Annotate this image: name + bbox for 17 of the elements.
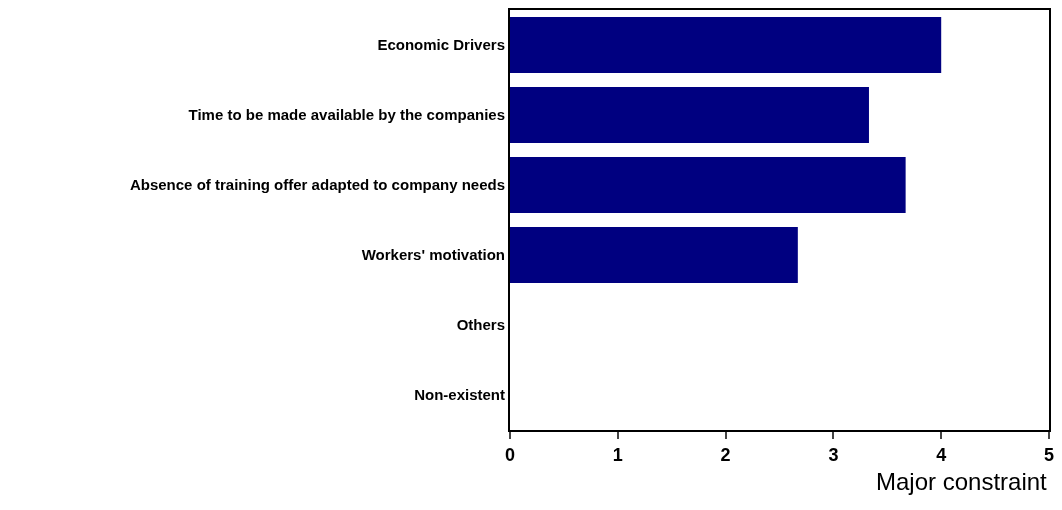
y-tick-label: Workers' motivation bbox=[361, 246, 505, 264]
bar bbox=[510, 17, 942, 73]
bar bbox=[510, 227, 798, 283]
x-tick-label: 3 bbox=[828, 444, 839, 465]
bar bbox=[510, 157, 906, 213]
x-tick-label: 1 bbox=[612, 444, 623, 465]
x-tick-label: 2 bbox=[720, 444, 731, 465]
y-tick-label: Others bbox=[456, 316, 505, 334]
y-tick-label: Non-existent bbox=[414, 386, 505, 404]
y-tick-label: Absence of training offer adapted to company needs bbox=[129, 176, 505, 194]
y-tick-label: Economic Drivers bbox=[377, 36, 505, 54]
x-tick-label: 5 bbox=[1043, 444, 1055, 465]
x-axis-title: Major constraint bbox=[876, 468, 1048, 495]
y-tick-label: Time to be made available by the companies bbox=[188, 106, 505, 124]
bar bbox=[510, 87, 869, 143]
x-tick-label: 4 bbox=[936, 444, 947, 465]
x-tick-label: 0 bbox=[504, 444, 516, 465]
